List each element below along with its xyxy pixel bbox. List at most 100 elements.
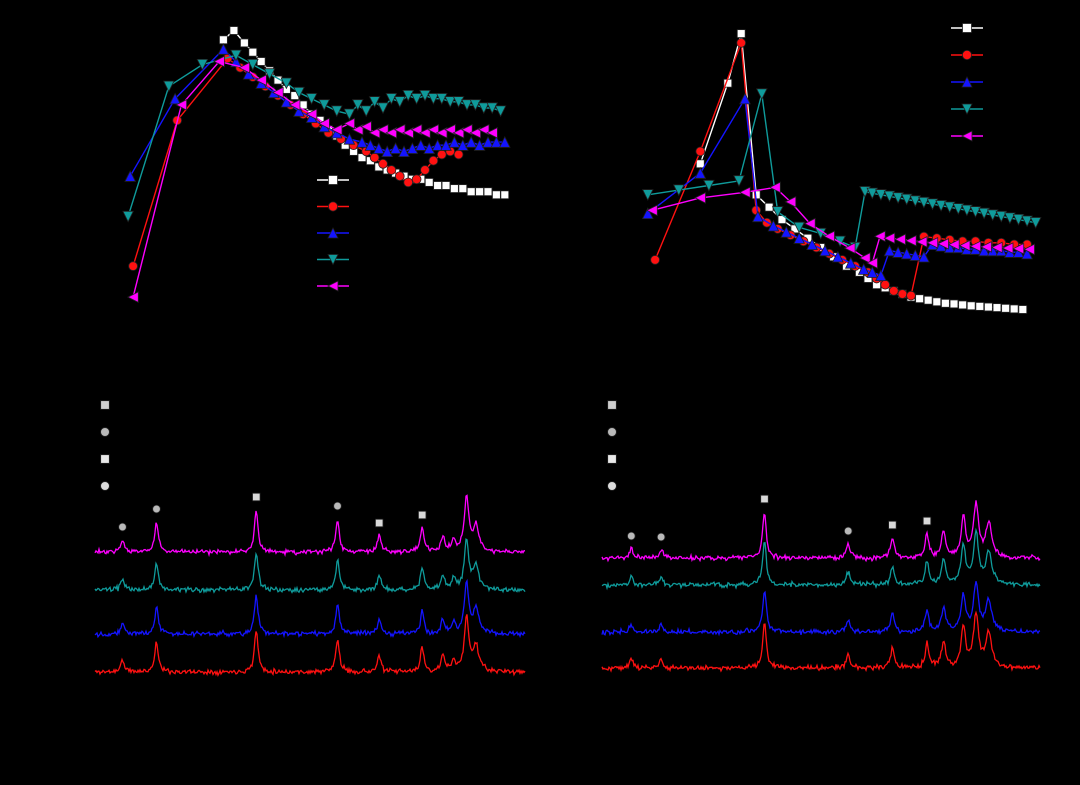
triangle-down-marker-icon xyxy=(986,209,999,222)
circle-marker-icon xyxy=(656,532,666,542)
triangle-left-marker-icon xyxy=(486,126,498,139)
triangle-up-marker-icon xyxy=(900,247,913,260)
square-marker-icon xyxy=(441,181,451,190)
square-marker-icon xyxy=(100,400,110,410)
triangle-up-marker-icon xyxy=(832,250,844,263)
triangle-left-marker-icon xyxy=(969,240,982,253)
triangle-up-marker-icon xyxy=(364,139,377,151)
triangle-up-marker-icon xyxy=(242,67,255,80)
square-marker-icon xyxy=(764,202,774,212)
triangle-up-marker-icon xyxy=(694,167,707,179)
triangle-down-marker-icon xyxy=(672,184,685,197)
triangle-up-marker-icon xyxy=(767,219,780,232)
triangle-left-marker-icon xyxy=(1012,242,1025,255)
triangle-up-marker-icon xyxy=(440,139,452,151)
triangle-left-marker-icon xyxy=(873,230,886,243)
triangle-down-marker-icon xyxy=(943,201,956,214)
triangle-up-marker-icon xyxy=(398,145,410,158)
triangle-down-marker-icon xyxy=(293,86,305,99)
triangle-down-marker-icon xyxy=(733,175,745,187)
triangle-left-marker-icon xyxy=(990,241,1003,254)
square-marker-icon xyxy=(941,298,950,308)
triangle-left-marker-icon xyxy=(958,239,971,252)
diffraction-curve-pattern-blue xyxy=(94,578,526,639)
triangle-left-marker-icon xyxy=(961,130,973,142)
triangle-down-marker-icon xyxy=(452,96,465,108)
chart-top-right-line-plot xyxy=(641,23,1042,314)
series-line-teal-down-triangles xyxy=(647,93,1036,249)
square-marker-icon xyxy=(475,187,484,197)
square-marker-icon xyxy=(256,57,266,66)
triangle-down-marker-icon xyxy=(327,254,339,266)
circle-marker-icon xyxy=(880,279,891,290)
triangle-down-marker-icon xyxy=(918,196,930,209)
triangle-down-marker-icon xyxy=(280,77,293,90)
triangle-up-marker-icon xyxy=(490,136,503,148)
square-marker-icon xyxy=(966,301,976,311)
square-marker-icon xyxy=(252,492,261,502)
triangle-up-marker-icon xyxy=(780,225,793,238)
triangle-down-marker-icon xyxy=(162,80,175,93)
triangle-left-marker-icon xyxy=(435,126,448,139)
triangle-left-marker-icon xyxy=(915,236,928,248)
square-marker-icon xyxy=(975,302,985,311)
triangle-down-marker-icon xyxy=(969,206,982,218)
circle-marker-icon xyxy=(386,165,397,175)
triangle-left-marker-icon xyxy=(343,117,356,130)
triangle-up-marker-icon xyxy=(356,136,368,148)
triangle-left-marker-icon xyxy=(866,257,878,269)
circle-marker-icon xyxy=(695,146,706,157)
triangle-down-marker-icon xyxy=(196,59,209,71)
square-marker-icon xyxy=(500,190,510,200)
diffraction-curve-pattern-teal xyxy=(94,538,526,594)
triangle-left-marker-icon xyxy=(305,108,318,121)
triangle-left-marker-icon xyxy=(883,232,896,245)
triangle-left-marker-icon xyxy=(444,123,456,136)
triangle-up-marker-icon xyxy=(1021,247,1033,260)
square-marker-icon xyxy=(248,47,258,57)
triangle-up-marker-icon xyxy=(372,142,385,154)
triangle-down-marker-icon xyxy=(641,189,654,201)
triangle-left-marker-icon xyxy=(327,280,339,292)
square-marker-icon xyxy=(695,159,705,169)
square-marker-icon xyxy=(219,35,228,45)
triangle-down-marker-icon xyxy=(351,99,364,111)
triangle-up-marker-icon xyxy=(456,139,469,151)
triangle-left-marker-icon xyxy=(937,237,949,250)
triangle-down-marker-icon xyxy=(469,99,482,111)
circle-marker-icon xyxy=(961,50,972,61)
triangle-down-marker-icon xyxy=(961,204,973,217)
triangle-left-marker-icon xyxy=(255,74,267,86)
square-marker-icon xyxy=(450,184,459,193)
square-marker-icon xyxy=(607,454,617,464)
circle-marker-icon xyxy=(888,286,899,296)
circle-marker-icon xyxy=(100,427,110,437)
triangle-left-marker-icon xyxy=(769,181,781,194)
diffraction-curve-pattern-red xyxy=(601,610,1041,673)
circle-marker-icon xyxy=(627,531,636,541)
triangle-down-marker-icon xyxy=(1021,215,1033,228)
triangle-left-marker-icon xyxy=(1023,243,1035,256)
triangle-down-marker-icon xyxy=(402,90,415,102)
triangle-up-marker-icon xyxy=(892,246,904,258)
triangle-left-marker-icon xyxy=(127,291,139,303)
triangle-up-marker-icon xyxy=(909,249,922,261)
triangle-left-marker-icon xyxy=(469,126,482,139)
triangle-left-marker-icon xyxy=(288,99,301,111)
triangle-left-marker-icon xyxy=(351,123,364,136)
diffraction-curve-pattern-teal xyxy=(601,527,1041,591)
triangle-left-marker-icon xyxy=(393,123,406,136)
circle-marker-icon xyxy=(607,481,617,491)
triangle-up-marker-icon xyxy=(431,139,444,151)
circle-marker-icon xyxy=(411,174,422,185)
triangle-up-marker-icon xyxy=(169,92,181,105)
triangle-up-marker-icon xyxy=(978,244,990,257)
triangle-down-marker-icon xyxy=(926,198,939,211)
triangle-left-marker-icon xyxy=(803,217,816,230)
triangle-down-marker-icon xyxy=(410,93,423,105)
triangle-down-marker-icon xyxy=(978,207,990,220)
triangle-left-marker-icon xyxy=(318,117,330,130)
triangle-down-marker-icon xyxy=(494,105,507,118)
triangle-up-marker-icon xyxy=(124,170,137,182)
circle-marker-icon xyxy=(118,522,127,532)
